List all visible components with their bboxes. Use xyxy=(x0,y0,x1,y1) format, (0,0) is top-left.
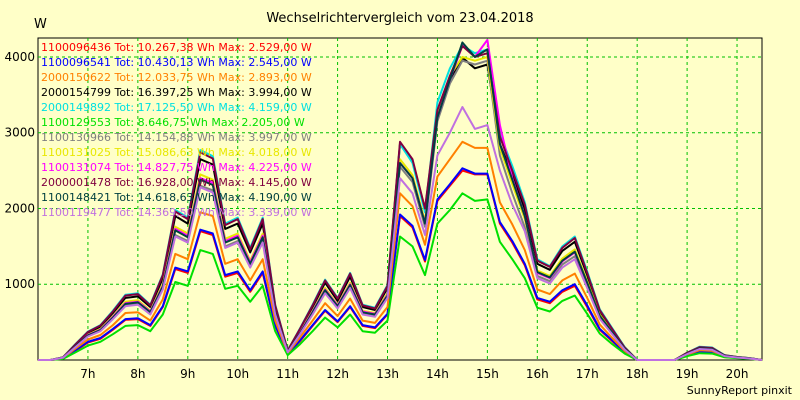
legend-entry-0: 1100096436 Tot: 10.267,38 Wh Max: 2.529,… xyxy=(41,41,312,54)
footer-credit: SunnyReport pinxit xyxy=(687,384,793,397)
legend-entry-2: 2000150622 Tot: 12.033,75 Wh Max: 2.893,… xyxy=(41,71,312,84)
legend-entry-5: 1100129553 Tot: 8.646,75 Wh Max: 2.205,0… xyxy=(41,116,305,129)
x-tick-label: 8h xyxy=(130,367,145,381)
y-unit-label: W xyxy=(34,17,47,32)
x-tick-label: 14h xyxy=(426,367,449,381)
x-tick-label: 9h xyxy=(180,367,195,381)
legend-entry-9: 2000001478 Tot: 16.928,00 Wh Max: 4.145,… xyxy=(41,176,312,189)
x-tick-label: 16h xyxy=(526,367,549,381)
legend: 1100096436 Tot: 10.267,38 Wh Max: 2.529,… xyxy=(41,41,312,219)
x-tick-label: 10h xyxy=(226,367,249,381)
chart-title: Wechselrichtervergleich vom 23.04.2018 xyxy=(266,11,533,26)
x-tick-label: 11h xyxy=(276,367,299,381)
x-tick-label: 18h xyxy=(626,367,649,381)
series-lines xyxy=(38,38,763,361)
series-line-11 xyxy=(38,106,763,361)
x-tick-label: 17h xyxy=(576,367,599,381)
x-tick-label: 19h xyxy=(676,367,699,381)
axes: 7h 8h 9h 10h 11h 12h 13h 14h 15h 16h 17h 18h 19h 20h 1… xyxy=(4,50,748,381)
legend-entry-8: 1100131074 Tot: 14.827,75 Wh Max: 4.225,… xyxy=(41,161,312,174)
legend-entry-4: 2000149892 Tot: 17.125,50 Wh Max: 4.159,… xyxy=(41,101,312,114)
legend-entry-11: 1100119477 Tot: 14.369,50 Wh Max: 3.339,… xyxy=(41,206,312,219)
x-tick-label: 7h xyxy=(80,367,95,381)
y-tick-label: 2000 xyxy=(4,201,35,215)
legend-entry-10: 1100148421 Tot: 14.618,63 Wh Max: 4.190,… xyxy=(41,191,312,204)
y-tick-label: 4000 xyxy=(4,50,35,64)
x-tick-label: 20h xyxy=(726,367,749,381)
y-tick-label: 1000 xyxy=(4,277,35,291)
legend-entry-6: 1100130966 Tot: 14.154,88 Wh Max: 3.997,… xyxy=(41,131,312,144)
y-tick-label: 3000 xyxy=(4,126,35,140)
x-tick-label: 12h xyxy=(326,367,349,381)
x-tick-label: 13h xyxy=(376,367,399,381)
legend-entry-1: 1100096541 Tot: 10.430,13 Wh Max: 2.545,… xyxy=(41,56,312,69)
legend-entry-3: 2000154799 Tot: 16.397,25 Wh Max: 3.994,… xyxy=(41,86,312,99)
x-tick-label: 15h xyxy=(476,367,499,381)
legend-entry-7: 1100131025 Tot: 15.086,63 Wh Max: 4.018,… xyxy=(41,146,312,159)
